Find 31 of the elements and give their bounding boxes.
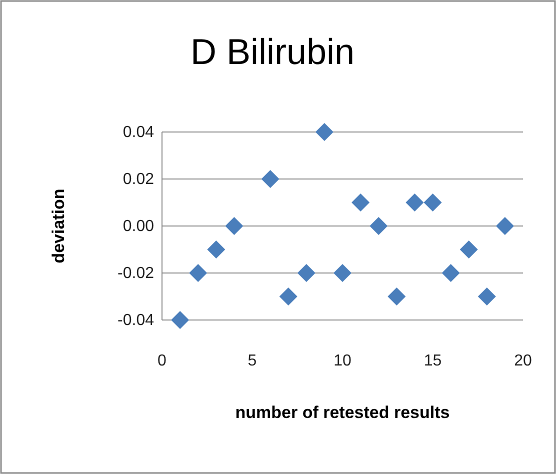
point	[352, 194, 370, 212]
point	[279, 288, 298, 306]
point	[496, 217, 514, 235]
point	[171, 311, 190, 329]
point	[297, 264, 316, 282]
point	[388, 288, 406, 306]
point	[460, 240, 478, 258]
y-tick-label: -0.02	[118, 265, 154, 282]
point	[424, 194, 442, 212]
point	[261, 170, 280, 188]
y-tick-label: -0.04	[118, 312, 154, 330]
x-tick-label: 0	[158, 352, 167, 370]
point	[406, 194, 424, 212]
point	[315, 123, 334, 141]
x-axis-title: number of retested results	[235, 403, 450, 422]
y-tick-label: 0.04	[122, 124, 154, 142]
y-tick-label: 0.00	[122, 218, 154, 236]
point	[442, 264, 460, 282]
point	[370, 217, 388, 235]
y-tick-label: 0.02	[122, 171, 154, 188]
x-tick-label: 5	[248, 352, 257, 370]
x-tick-label: 15	[424, 352, 442, 370]
point	[207, 240, 226, 258]
y-axis-title: deviation	[49, 188, 68, 264]
point	[189, 264, 208, 282]
x-tick-label: 20	[514, 352, 532, 370]
chart-title: D Bilirubin	[190, 31, 355, 72]
point	[478, 288, 496, 306]
point	[225, 217, 244, 235]
x-tick-label: 10	[334, 352, 352, 370]
point	[334, 264, 352, 282]
